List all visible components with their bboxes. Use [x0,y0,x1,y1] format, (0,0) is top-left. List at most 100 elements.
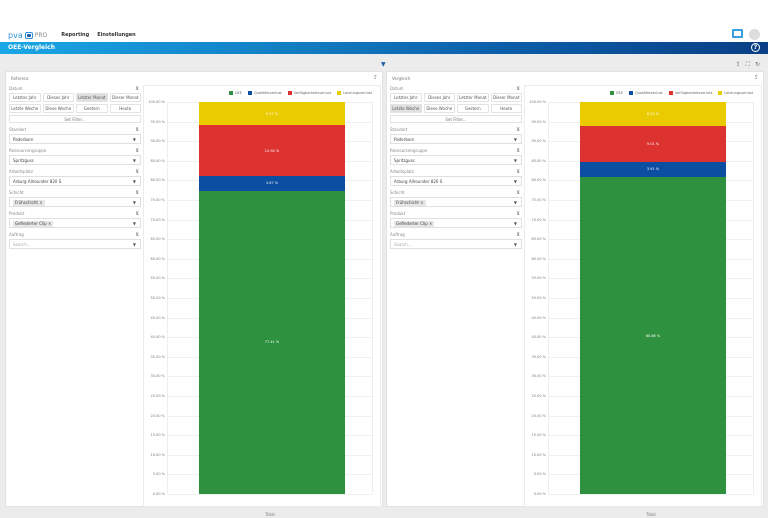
chart-legend: OEE Qualitätsverlust Verfügbarkeitsverlust… [609,91,753,95]
date-button[interactable]: Gestern [457,104,489,113]
clear-filter-icon[interactable]: ⊻ [516,190,520,196]
filter-select-arbeitsplatz[interactable]: Arburg Allrounder 820 S ▼ [390,176,522,186]
date-button[interactable]: Dieser Monat [109,93,141,102]
legend-item[interactable]: Leistungsverlust [718,91,753,95]
filter-label-text: Standort [390,127,408,132]
date-button[interactable]: Letztes Jahr [390,93,422,102]
legend-item[interactable]: Leistungsverlust [337,91,372,95]
export-icon[interactable]: ⇪ [372,74,378,81]
y-tick-label: 75.00 % [531,198,546,202]
chevron-down-icon: ▼ [132,200,136,205]
clear-filter-icon[interactable]: ⊻ [135,190,139,196]
filter-label: Arbeitsplatz ⊻ [9,168,141,176]
filter-select-schicht[interactable]: Frühschicht × ▼ [9,197,141,207]
filter-label-text: Standort [9,127,27,132]
chevron-down-icon: ▼ [513,158,517,163]
y-tick-label: 65.00 % [150,237,165,242]
y-tick-label: 10.00 % [531,452,546,457]
refresh-icon[interactable]: ↻ [754,61,760,68]
bar-segment-leistungsverlust[interactable]: 5.97 % [199,102,345,126]
date-button[interactable]: Gestern [76,104,108,113]
date-button[interactable]: Heute [490,104,522,113]
fullscreen-icon[interactable]: ⛶ [745,61,750,68]
filter-select-ressourcengruppe[interactable]: Spritzguss ▼ [390,155,522,165]
clear-filter-icon[interactable]: ⊻ [516,148,520,154]
export-icon[interactable]: ⇪ [735,61,741,68]
date-button[interactable]: Letztes Jahr [9,93,41,102]
clear-filter-icon[interactable]: ⊻ [516,169,520,175]
filter-sidebar: Datum ⊻ Letztes Jahr Dieses Jahr Letzter Mon… [9,85,141,252]
panel-referenz: Referenz ⇪ Datum ⊻ Letztes Jahr Dieses Jahr Le… [5,71,383,517]
bar-segment-qualitätsverlust[interactable]: 3.67 % [199,176,345,191]
bar-segment-verfügbarkeitsverlust[interactable]: 12.94 % [199,125,345,177]
date-button[interactable]: Diese Woche [42,104,74,113]
logo-icon [24,31,33,39]
legend-swatch [609,91,614,95]
filter-select-ressourcengruppe[interactable]: Spritzguss ▼ [9,155,141,165]
clear-filter-icon[interactable]: ⊻ [516,232,520,238]
chevron-down-icon: ▼ [513,221,517,226]
y-tick-label: 30.00 % [150,374,165,379]
nav-reporting[interactable]: Reporting [61,32,90,38]
clear-filter-icon[interactable]: ⊻ [516,211,520,217]
set-filter-button[interactable]: Set Filter... [9,115,141,123]
filter-select-auftrag[interactable]: Search... ▼ [390,239,522,249]
date-button[interactable]: Letzter Monat [76,93,108,102]
x-tick-label: Total [646,512,656,517]
bar-segment-oee[interactable]: 80.86 % [580,177,726,494]
date-button[interactable]: Dieses Jahr [423,93,455,102]
y-tick-label: 65.00 % [531,237,546,242]
bar-segment-oee[interactable]: 77.41 % [199,190,345,494]
selected-tag[interactable]: Frühschicht × [394,200,426,206]
filter-select-produkt[interactable]: Gefiederter Clip × ▼ [390,218,522,228]
filter-select-auftrag[interactable]: Search... ▼ [9,239,141,249]
date-button[interactable]: Letzte Woche [9,104,41,113]
clear-filter-icon[interactable]: ⊻ [135,232,139,238]
filter-select-produkt[interactable]: Gefiederter Clip × ▼ [9,218,141,228]
y-tick-label: 35.00 % [531,354,546,359]
filter-select-schicht[interactable]: Frühschicht × ▼ [390,197,522,207]
bar-total[interactable]: 80.86 % 3.91 % 9.01 % 6.22 % [580,102,726,494]
legend-swatch [228,91,233,95]
bar-total[interactable]: 77.41 % 3.67 % 12.94 % 5.97 % [199,102,345,494]
selected-tag[interactable]: Frühschicht × [13,200,45,206]
filter-select-standort[interactable]: Paderborn ▼ [9,134,141,144]
y-tick-label: 95.00 % [531,119,546,124]
nav-einstellungen[interactable]: Einstellungen [97,32,136,38]
legend-item[interactable]: OEE [609,91,623,95]
clear-filter-icon[interactable]: ⊻ [135,211,139,217]
filter-icon[interactable]: ▼ [381,61,386,68]
logo[interactable]: pva PRO [8,31,47,40]
clear-filter-icon[interactable]: ⊻ [135,148,139,154]
legend-item[interactable]: OEE [228,91,242,95]
legend-item[interactable]: Qualitätsverlust [628,91,663,95]
filter-select-standort[interactable]: Paderborn ▼ [390,134,522,144]
bar-segment-verfügbarkeitsverlust[interactable]: 9.01 % [580,126,726,162]
filter-select-arbeitsplatz[interactable]: Arburg Allrounder 820 S ▼ [9,176,141,186]
date-button[interactable]: Heute [109,104,141,113]
avatar[interactable] [749,29,760,40]
legend-item[interactable]: Verfügbarkeitsverlust [668,91,712,95]
clear-filter-icon[interactable]: ⊻ [135,86,139,92]
date-button[interactable]: Letzte Woche [390,104,422,113]
selected-tag[interactable]: Gefiederter Clip × [13,221,54,227]
date-button[interactable]: Letzter Monat [457,93,489,102]
legend-item[interactable]: Qualitätsverlust [247,91,282,95]
set-filter-button[interactable]: Set Filter... [390,115,522,123]
filter-label: Schicht ⊻ [9,189,141,197]
legend-item[interactable]: Verfügbarkeitsverlust [287,91,332,95]
bar-segment-qualitätsverlust[interactable]: 3.91 % [580,161,726,177]
notification-icon[interactable] [732,29,743,38]
clear-filter-icon[interactable]: ⊻ [135,127,139,133]
clear-filter-icon[interactable]: ⊻ [516,127,520,133]
clear-filter-icon[interactable]: ⊻ [135,169,139,175]
legend-label: Verfügbarkeitsverlust [293,91,332,95]
date-button[interactable]: Diese Woche [423,104,455,113]
selected-tag[interactable]: Gefiederter Clip × [394,221,435,227]
clear-filter-icon[interactable]: ⊻ [516,86,520,92]
date-button[interactable]: Dieses Jahr [42,93,74,102]
date-button[interactable]: Dieser Monat [490,93,522,102]
help-icon[interactable]: ? [751,43,760,52]
export-icon[interactable]: ⇪ [753,74,759,81]
bar-segment-leistungsverlust[interactable]: 6.22 % [580,102,726,127]
